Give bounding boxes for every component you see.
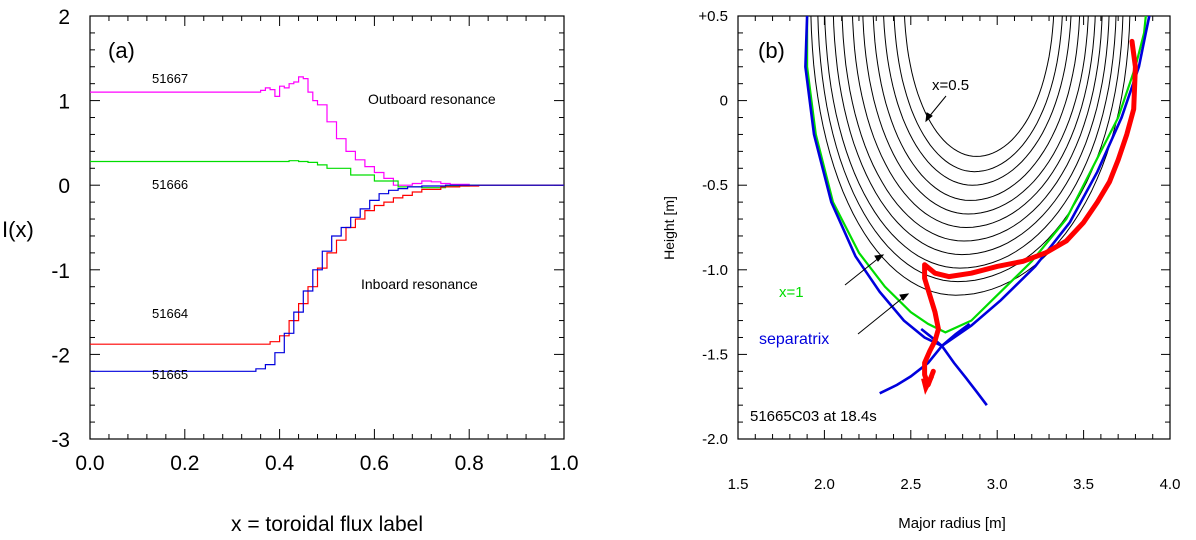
flux-surface	[862, 16, 1089, 215]
arrow-separatrix-head	[899, 293, 910, 301]
panel-a-frame	[89, 15, 565, 440]
series-line-51666	[90, 160, 564, 189]
a-xtick-label: 0.4	[265, 452, 295, 475]
panel-a-series	[90, 76, 564, 372]
panel-a-xlabel: x = toroidal flux label	[231, 513, 423, 536]
flux-surface	[883, 16, 1072, 186]
annotation-inboard-resonance: Inboard resonance	[361, 276, 478, 292]
b-ytick-label: -1.5	[702, 346, 728, 363]
arrow-x-one	[844, 256, 881, 286]
a-ytick-label: 2	[58, 6, 70, 29]
series-label-51666: 51666	[152, 177, 188, 192]
arrow-separatrix	[857, 295, 906, 335]
b-ytick-label: +0.5	[698, 8, 728, 25]
b-xtick-label: 1.5	[728, 476, 749, 493]
flux-surface	[872, 16, 1081, 201]
series-label-51667: 51667	[152, 71, 188, 86]
panel-b-plot	[804, 16, 1151, 406]
separatrix-line	[804, 16, 1151, 348]
separatrix-leg	[879, 345, 943, 395]
panel-a-label: (a)	[108, 38, 135, 63]
b-xtick-label: 3.5	[1073, 476, 1094, 493]
b-xtick-label: 4.0	[1160, 476, 1181, 493]
flux-surface	[852, 16, 1096, 229]
arrow-x-half	[927, 95, 947, 119]
panel-b-xlabel: Major radius [m]	[898, 515, 1006, 532]
b-ytick-label: -0.5	[702, 177, 728, 194]
separatrix-leg	[941, 322, 971, 347]
flux-surface	[832, 16, 1110, 256]
annotation-arrows	[844, 95, 947, 335]
flux-surface	[903, 16, 1055, 157]
series-label-51665: 51665	[152, 367, 188, 382]
panel-a: 0.0 0.2 0.4 0.6 0.8 1.0 -3 -2 -1 0 1 2 (a) I(x) x =…	[2, 6, 579, 536]
annotation-outboard-resonance: Outboard resonance	[368, 91, 496, 107]
resonance-path-arrowhead	[921, 376, 935, 395]
separatrix-leg	[920, 327, 943, 347]
panel-b-frame	[737, 15, 1171, 440]
b-xtick-label: 2.5	[900, 476, 921, 493]
annotation-separatrix: separatrix	[759, 331, 829, 348]
arrow-x-half-head	[925, 112, 933, 123]
a-xtick-label: 0.0	[75, 452, 104, 475]
a-ytick-label: -2	[51, 344, 70, 367]
b-xtick-label: 3.0	[987, 476, 1008, 493]
a-xtick-label: 0.6	[360, 452, 389, 475]
resonance-path	[922, 38, 1138, 388]
flux-surface	[824, 16, 1117, 269]
flux-surface	[817, 16, 1124, 283]
series-line-51664	[90, 184, 564, 345]
separatrix-leg	[940, 345, 988, 406]
panel-b-label: (b)	[758, 38, 785, 63]
a-ytick-label: -3	[51, 429, 70, 452]
arrow-x-one-head	[874, 254, 885, 262]
annotation-shot-time: 51665C03 at 18.4s	[750, 408, 877, 425]
a-ytick-label: 0	[58, 175, 70, 198]
lcfs-x1-line	[806, 16, 1147, 334]
series-line-51665	[90, 184, 564, 372]
panel-a-ticks	[89, 15, 565, 440]
b-ytick-label: 0	[720, 93, 728, 110]
series-label-51664: 51664	[152, 306, 188, 321]
a-xtick-label: 0.2	[170, 452, 199, 475]
a-xtick-label: 0.8	[455, 452, 484, 475]
annotation-x-half: x=0.5	[932, 77, 969, 94]
a-ytick-label: -1	[51, 260, 70, 283]
b-xtick-label: 2.0	[814, 476, 835, 493]
a-xtick-label: 1.0	[549, 452, 578, 475]
annotation-x-one: x=1	[779, 284, 804, 301]
panel-a-tick-labels: 0.0 0.2 0.4 0.6 0.8 1.0 -3 -2 -1 0 1 2	[51, 6, 578, 475]
panel-a-ylabel: I(x)	[2, 217, 34, 242]
flux-surface	[810, 16, 1131, 296]
panel-b-ylabel: Height [m]	[661, 196, 677, 260]
panel-b-curves	[804, 16, 1151, 406]
b-ytick-label: -2.0	[702, 431, 728, 448]
panel-b-tick-labels: 1.5 2.0 2.5 3.0 3.5 4.0 -2.0 -1.5 -1.0 -0.5 0 +0.5	[698, 8, 1180, 493]
panel-b: 1.5 2.0 2.5 3.0 3.5 4.0-2.0-1.5-1.0-0.50+0.5 …	[661, 8, 1180, 532]
series-line-51667	[90, 76, 564, 186]
flux-surface	[893, 16, 1063, 173]
a-ytick-label: 1	[58, 91, 70, 114]
b-ytick-label: -1.0	[702, 262, 728, 279]
flux-surface	[841, 16, 1103, 242]
